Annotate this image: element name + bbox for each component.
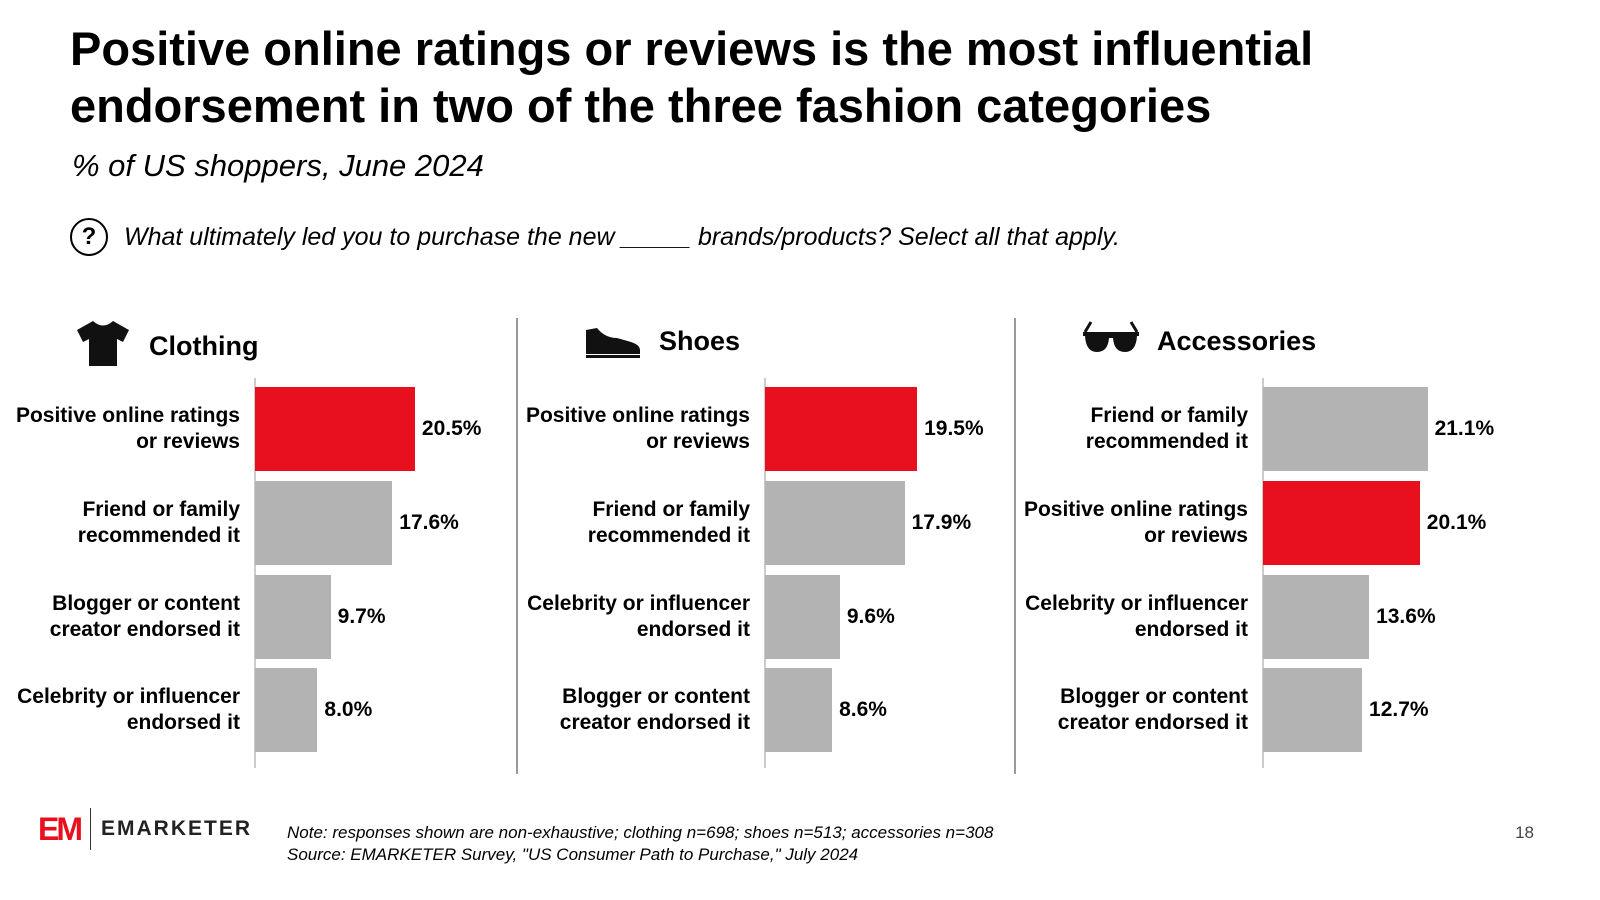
subtitle: % of US shoppers, June 2024	[72, 148, 484, 183]
tshirt-icon	[73, 318, 133, 375]
data-label: 12.7%	[1369, 698, 1429, 721]
bar	[765, 481, 905, 565]
panel-header-clothing: Clothing	[73, 318, 258, 375]
data-label: 8.6%	[839, 698, 887, 721]
bar	[1263, 668, 1363, 752]
panel-title: Accessories	[1157, 326, 1317, 356]
page-title: Positive online ratings or reviews is th…	[70, 22, 1314, 132]
divider	[516, 318, 518, 774]
page-number: 18	[1515, 823, 1534, 842]
shoe-icon	[583, 318, 643, 365]
question-icon: ?	[70, 218, 108, 256]
axis-line	[254, 378, 256, 768]
panel-title: Shoes	[659, 326, 741, 356]
category-label: Blogger or content creator endorsed it	[1057, 685, 1248, 734]
bar	[255, 575, 331, 659]
axis-line	[764, 378, 766, 768]
bar	[255, 481, 393, 565]
category-label: Celebrity or influencer endorsed it	[1025, 592, 1248, 641]
survey-question: ? What ultimately led you to purchase th…	[70, 218, 1120, 256]
panel-header-shoes: Shoes	[583, 318, 740, 365]
data-label: 13.6%	[1376, 605, 1436, 628]
category-label: Positive online ratings or reviews	[525, 404, 750, 453]
category-label: Celebrity or influencer endorsed it	[527, 592, 750, 641]
data-label: 8.0%	[324, 698, 373, 721]
data-label: 9.6%	[846, 605, 895, 628]
bar	[765, 668, 833, 752]
bar	[1263, 575, 1370, 659]
note-text: Note: responses shown are non-exhaustive…	[287, 823, 994, 842]
bar	[765, 575, 840, 659]
data-label: 20.5%	[421, 417, 482, 440]
bar	[255, 668, 318, 752]
data-label: 21.1%	[1434, 417, 1495, 440]
category-label: Friend or family recommended it	[77, 498, 240, 547]
category-label: Blogger or content creator endorsed it	[49, 592, 240, 641]
data-label: 19.5%	[924, 417, 984, 440]
category-label: Blogger or content creator endorsed it	[559, 685, 750, 734]
category-label: Positive online ratings or reviews	[15, 404, 240, 453]
panel-header-accessories: Accessories	[1081, 318, 1316, 365]
data-label: 17.6%	[399, 511, 459, 534]
em-logo-mark: EM	[38, 810, 83, 847]
divider	[1014, 318, 1016, 774]
category-label: Celebrity or influencer endorsed it	[17, 685, 240, 734]
bar	[255, 387, 415, 471]
bar	[1263, 387, 1428, 471]
bar	[1263, 481, 1420, 565]
panel-title: Clothing	[149, 331, 259, 361]
category-label: Positive online ratings or reviews	[1023, 498, 1248, 547]
data-label: 17.9%	[911, 511, 972, 534]
category-label: Friend or family recommended it	[587, 498, 750, 547]
logo-text: EMARKETER	[101, 817, 253, 840]
question-text: What ultimately led you to purchase the …	[124, 222, 1120, 251]
bar	[765, 387, 918, 471]
sunglasses-icon	[1081, 318, 1141, 365]
source-text: Source: EMARKETER Survey, "US Consumer P…	[287, 845, 859, 864]
data-label: 20.1%	[1426, 511, 1487, 534]
footnote: Note: responses shown are non-exhaustive…	[287, 822, 993, 866]
category-label: Friend or family recommended it	[1085, 404, 1248, 453]
emarketer-logo: EM EMARKETER	[38, 808, 252, 850]
axis-line	[1262, 378, 1264, 768]
data-label: 9.7%	[337, 605, 386, 628]
